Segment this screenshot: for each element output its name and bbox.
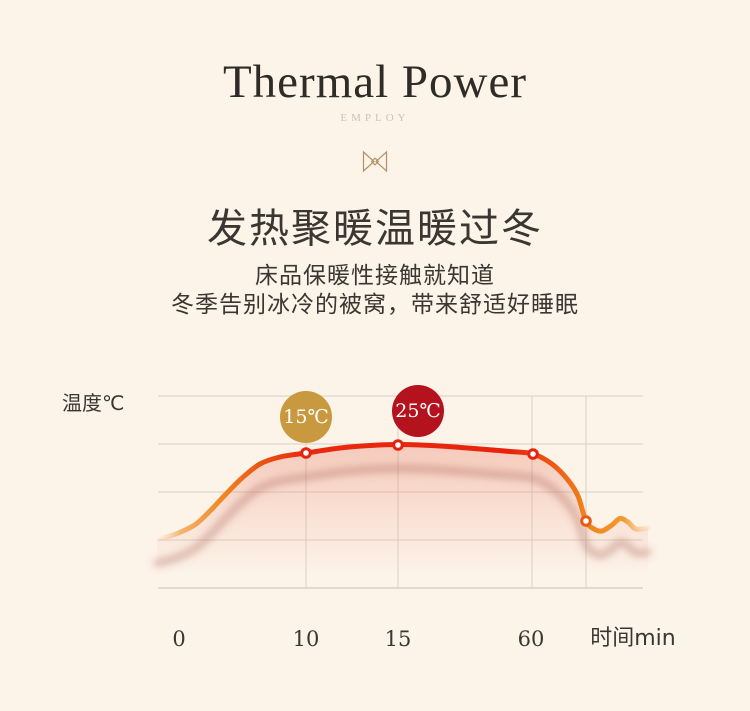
temperature-curve bbox=[154, 441, 651, 542]
data-point-dot bbox=[392, 439, 404, 451]
page-subtitle: EMPLOY bbox=[340, 112, 410, 124]
x-tick-10: 10 bbox=[292, 627, 320, 651]
data-point-dot bbox=[580, 515, 592, 527]
temp-badge-25c: 25℃ bbox=[392, 385, 444, 437]
x-axis-title: 时间min bbox=[590, 626, 676, 651]
y-axis-label: 温度℃ bbox=[62, 391, 125, 415]
x-tick-60: 60 bbox=[517, 627, 545, 651]
section-subtext-1: 床品保暖性接触就知道 bbox=[255, 263, 495, 289]
data-points bbox=[300, 439, 592, 527]
curve-shadow bbox=[153, 464, 652, 567]
section-heading: 发热聚暖温暖过冬 bbox=[207, 206, 543, 252]
data-point-dot bbox=[300, 447, 312, 459]
bowtie-icon bbox=[361, 150, 389, 173]
section-subtext-2: 冬季告别冰冷的被窝，带来舒适好睡眠 bbox=[171, 292, 579, 318]
data-point-dot bbox=[527, 448, 539, 460]
temp-badge-15c: 15℃ bbox=[280, 391, 332, 443]
x-tick-15: 15 bbox=[384, 627, 412, 651]
page-title: Thermal Power bbox=[222, 56, 528, 108]
x-tick-0: 0 bbox=[172, 627, 186, 651]
